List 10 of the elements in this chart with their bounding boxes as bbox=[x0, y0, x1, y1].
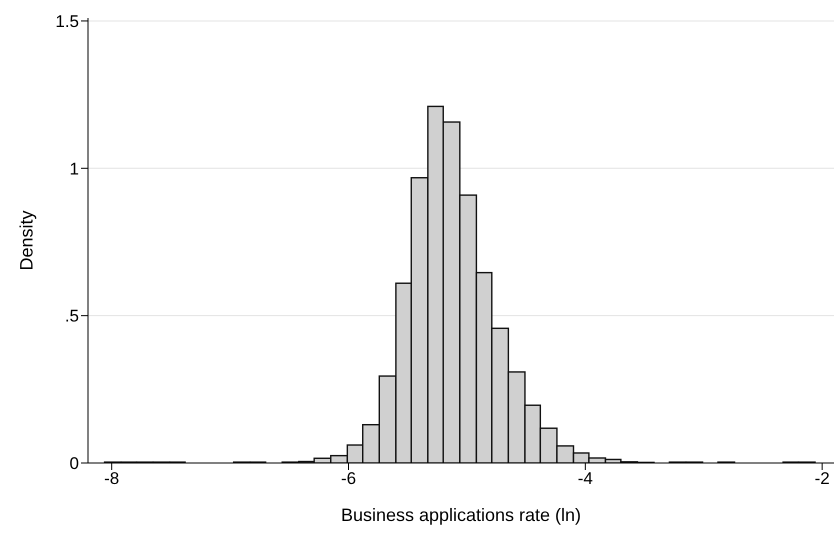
x-axis-title: Business applications rate (ln) bbox=[340, 505, 582, 525]
y-tick-label: .5 bbox=[64, 306, 79, 326]
x-tick-label: -8 bbox=[104, 469, 120, 488]
y-tick-label: 1.5 bbox=[55, 12, 79, 31]
y-tick-label: 0 bbox=[70, 454, 79, 474]
x-tick-label: -2 bbox=[814, 469, 830, 488]
y-tick-label: 1 bbox=[70, 159, 79, 178]
x-tick-label: -4 bbox=[578, 469, 593, 488]
y-axis-title: Density bbox=[16, 210, 36, 271]
x-tick-label: -6 bbox=[340, 469, 356, 488]
